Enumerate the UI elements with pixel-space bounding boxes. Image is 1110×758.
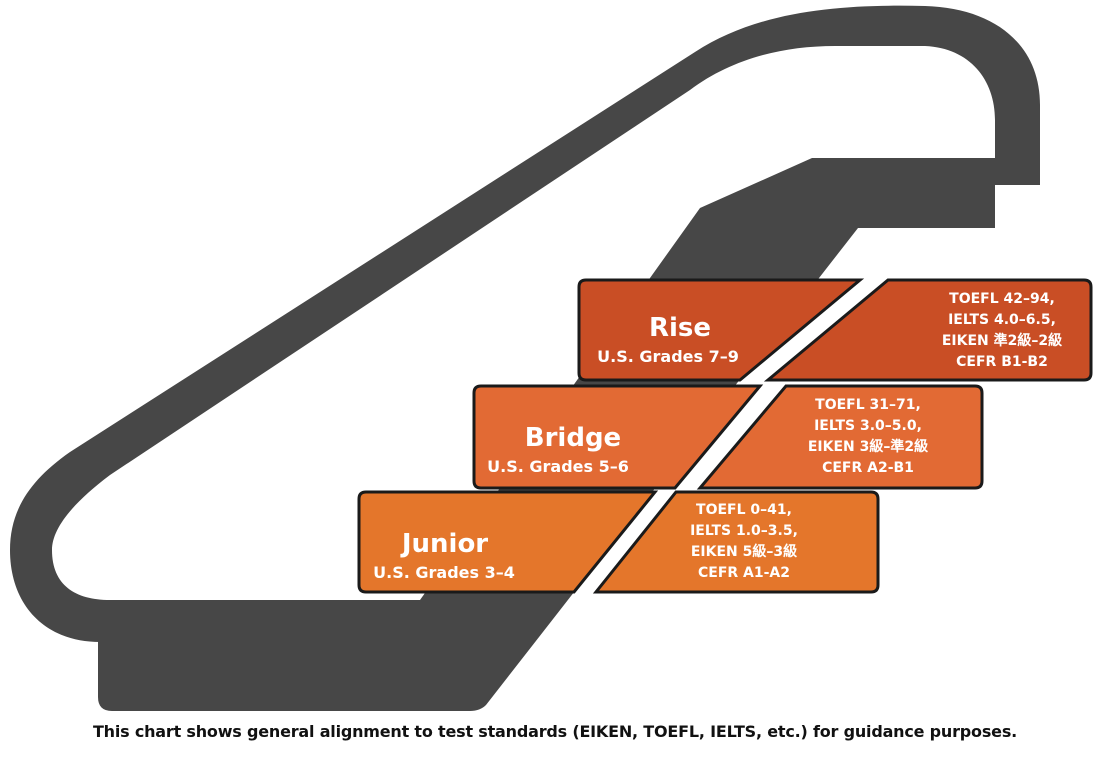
step-junior-title: Junior (400, 529, 488, 559)
step-junior-score-2: IELTS 1.0–3.5, (690, 523, 798, 539)
step-bridge-score-3: EIKEN 3級–準2級 (808, 438, 928, 455)
step-junior-score-4: CEFR A1-A2 (698, 565, 790, 581)
step-rise: Rise U.S. Grades 7–9 TOEFL 42–94, IELTS … (579, 280, 1091, 380)
step-junior: Junior U.S. Grades 3–4 TOEFL 0–41, IELTS… (359, 492, 878, 592)
step-bridge: Bridge U.S. Grades 5–6 TOEFL 31–71, IELT… (474, 386, 982, 488)
step-bridge-score-2: IELTS 3.0–5.0, (814, 418, 922, 434)
step-junior-score-1: TOEFL 0–41, (696, 502, 792, 518)
step-rise-title: Rise (649, 313, 711, 343)
step-rise-score-1: TOEFL 42–94, (949, 291, 1055, 307)
step-bridge-score-4: CEFR A2-B1 (822, 460, 914, 476)
step-rise-score-3: EIKEN 準2級–2級 (942, 332, 1062, 349)
step-rise-grades: U.S. Grades 7–9 (597, 347, 739, 366)
footnote-caption: This chart shows general alignment to te… (0, 722, 1110, 741)
step-rise-score-4: CEFR B1-B2 (956, 354, 1048, 370)
step-bridge-score-1: TOEFL 31–71, (815, 397, 921, 413)
step-bridge-title: Bridge (525, 423, 621, 453)
step-junior-score-3: EIKEN 5級–3級 (691, 543, 797, 560)
step-bridge-grades: U.S. Grades 5–6 (487, 457, 629, 476)
step-junior-grades: U.S. Grades 3–4 (373, 563, 515, 582)
step-rise-score-2: IELTS 4.0–6.5, (948, 312, 1056, 328)
